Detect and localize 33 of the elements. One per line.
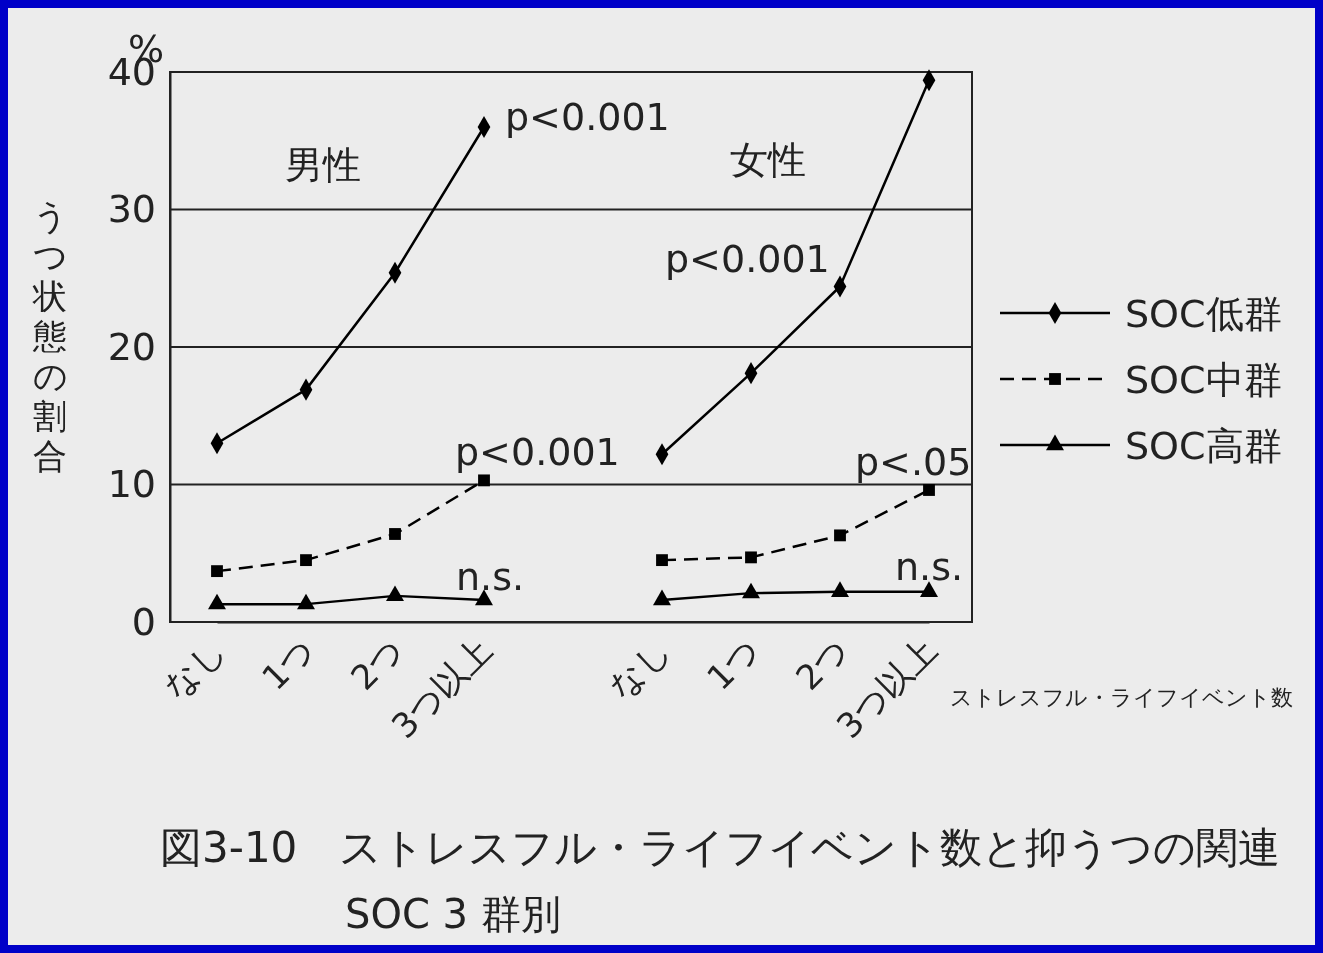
annotation: 男性 bbox=[285, 143, 361, 187]
text: 図3-10 ストレスフル・ライフイベント数と抑うつの関連 bbox=[160, 823, 1281, 872]
point bbox=[389, 528, 401, 540]
annotation: 女性 bbox=[730, 138, 806, 182]
y-axis-title: うつ状態の割合 bbox=[32, 196, 68, 476]
annotation: p<.05 bbox=[855, 440, 972, 484]
x-tick-label: 1つ bbox=[698, 629, 768, 698]
point bbox=[211, 565, 223, 578]
y-tick-label: 10 bbox=[107, 462, 156, 507]
point bbox=[478, 474, 490, 487]
x-tick-label: なし bbox=[600, 629, 679, 708]
y-tick-label: 20 bbox=[107, 324, 156, 369]
point bbox=[300, 554, 312, 567]
x-tick-label: 2つ bbox=[342, 629, 412, 698]
x-tick-label: 2つ bbox=[787, 629, 857, 698]
annotation: p<0.001 bbox=[665, 237, 830, 281]
point bbox=[745, 551, 757, 564]
annotation: p<0.001 bbox=[505, 95, 670, 139]
point bbox=[656, 554, 668, 567]
point bbox=[923, 484, 935, 496]
point bbox=[834, 529, 846, 542]
annotation: n.s. bbox=[895, 545, 964, 589]
legend-label: SOC低群 bbox=[1125, 292, 1282, 336]
annotation: p<0.001 bbox=[455, 430, 620, 474]
x-tick-label: 1つ bbox=[253, 629, 323, 698]
y-tick-label: 0 bbox=[131, 599, 156, 644]
x-axis-title: ストレスフル・ライフイベント数 bbox=[950, 685, 1293, 710]
text: SOC 3 群別 bbox=[345, 891, 561, 937]
annotation: n.s. bbox=[456, 555, 525, 599]
x-tick-label: なし bbox=[155, 629, 234, 708]
y-tick-label: 30 bbox=[107, 187, 156, 232]
legend-label: SOC高群 bbox=[1125, 424, 1282, 468]
legend-label: SOC中群 bbox=[1125, 358, 1282, 402]
